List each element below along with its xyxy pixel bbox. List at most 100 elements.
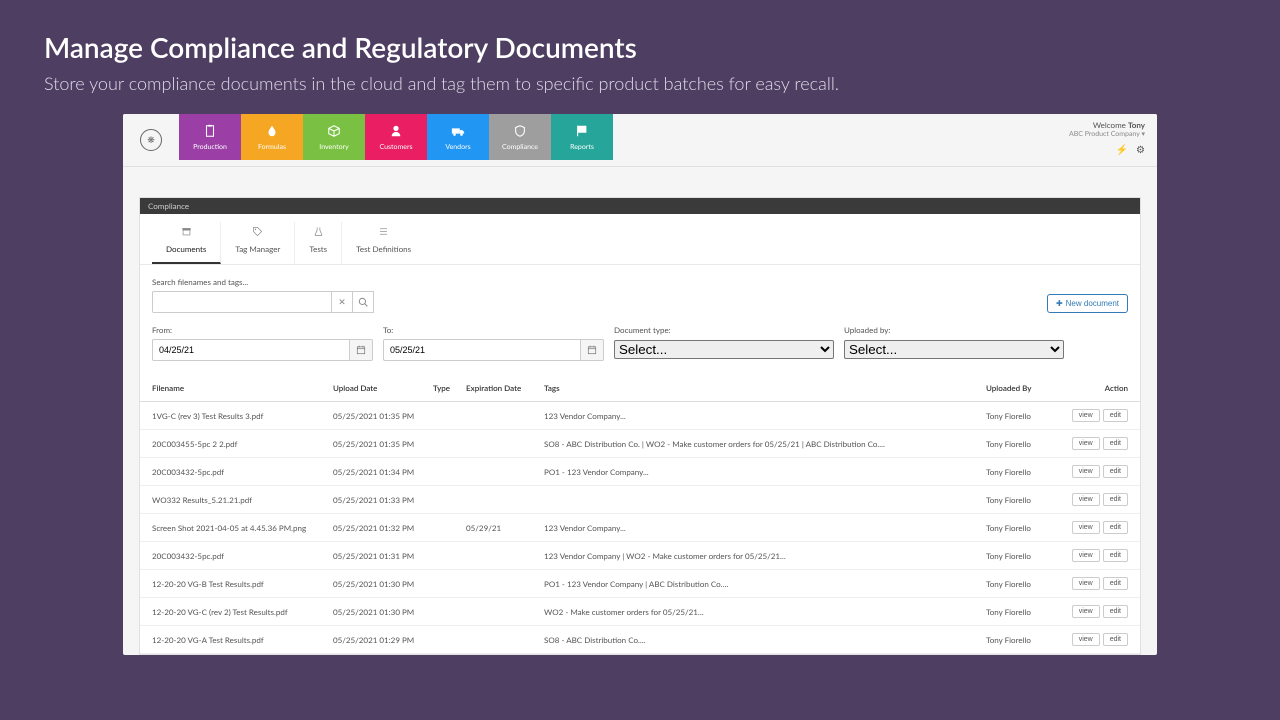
archive-icon (181, 226, 192, 240)
cell-upload-date: 05/25/2021 01:29 PM (325, 626, 425, 654)
view-button[interactable]: view (1072, 409, 1100, 422)
subtab-documents[interactable]: Documents (152, 222, 221, 264)
cell-expiration (458, 402, 536, 430)
nav-tile-reports[interactable]: Reports (551, 114, 613, 160)
nav-label: Vendors (445, 143, 470, 151)
new-document-button[interactable]: ✚ New document (1047, 294, 1128, 313)
subtab-tag-manager[interactable]: Tag Manager (221, 222, 295, 264)
from-calendar-button[interactable] (349, 339, 373, 361)
edit-button[interactable]: edit (1103, 577, 1128, 590)
cell-expiration (458, 486, 536, 514)
tag-icon (252, 226, 263, 240)
table-row: 12-20-20 VG-A Test Results.pdf05/25/2021… (140, 626, 1140, 654)
plug-icon[interactable]: ⚡ (1116, 144, 1128, 156)
nav-tile-formulas[interactable]: Formulas (241, 114, 303, 160)
nav-label: Reports (570, 143, 594, 151)
calendar-icon (356, 345, 366, 355)
clipboard-icon (203, 124, 217, 141)
search-button[interactable] (352, 291, 374, 313)
nav-tile-inventory[interactable]: Inventory (303, 114, 365, 160)
search-input[interactable] (152, 291, 332, 313)
cell-type (425, 486, 458, 514)
nav-tile-production[interactable]: Production (179, 114, 241, 160)
cell-type (425, 542, 458, 570)
nav-tiles: Production Formulas InventoryCustomers Vend… (179, 114, 613, 160)
logo[interactable]: ❋ (127, 116, 175, 164)
cell-tags: 123 Vendor Company... (536, 402, 978, 430)
company-dropdown[interactable]: ABC Product Company ▾ (1069, 130, 1145, 138)
cell-filename: 12-20-20 VG-A Test Results.pdf (140, 626, 325, 654)
doctype-select[interactable]: Select... (614, 340, 834, 359)
table-row: 12-20-20 VG-C (rev 2) Test Results.pdf05… (140, 598, 1140, 626)
view-button[interactable]: view (1072, 577, 1100, 590)
nav-tile-compliance[interactable]: Compliance (489, 114, 551, 160)
col-filename: Filename (140, 373, 325, 402)
from-date-input[interactable] (152, 339, 350, 361)
drop-icon (265, 124, 279, 141)
cell-upload-date: 05/25/2021 01:35 PM (325, 430, 425, 458)
cell-expiration (458, 570, 536, 598)
table-row: 20C003455-5pc 2 2.pdf05/25/2021 01:35 PM… (140, 430, 1140, 458)
welcome-prefix: Welcome (1093, 120, 1128, 130)
cell-type (425, 626, 458, 654)
flag-icon (575, 124, 589, 141)
table-row: 20C003432-5pc.pdf05/25/2021 01:34 PMPO1 … (140, 458, 1140, 486)
cell-expiration: 05/29/21 (458, 514, 536, 542)
cell-filename: 12-20-20 VG-B Test Results.pdf (140, 570, 325, 598)
edit-button[interactable]: edit (1103, 605, 1128, 618)
cell-tags: PO1 - 123 Vendor Company | ABC Distribut… (536, 570, 978, 598)
nav-label: Formulas (258, 143, 286, 151)
cell-uploaded-by: Tony Fiorello (978, 598, 1056, 626)
cell-expiration (458, 626, 536, 654)
subtab-test-definitions[interactable]: Test Definitions (342, 222, 425, 264)
cell-expiration (458, 542, 536, 570)
cell-filename: 20C003432-5pc.pdf (140, 458, 325, 486)
cell-tags: SO8 - ABC Distribution Co.... (536, 626, 978, 654)
view-button[interactable]: view (1072, 437, 1100, 450)
uploaded-by-select[interactable]: Select... (844, 340, 1064, 359)
to-calendar-button[interactable] (580, 339, 604, 361)
view-button[interactable]: view (1072, 633, 1100, 646)
edit-button[interactable]: edit (1103, 521, 1128, 534)
clear-search-button[interactable]: ✕ (331, 291, 353, 313)
edit-button[interactable]: edit (1103, 409, 1128, 422)
edit-button[interactable]: edit (1103, 465, 1128, 478)
cell-uploaded-by: Tony Fiorello (978, 626, 1056, 654)
nav-tile-vendors[interactable]: Vendors (427, 114, 489, 160)
doctype-label: Document type: (614, 325, 834, 335)
view-button[interactable]: view (1072, 521, 1100, 534)
cell-uploaded-by: Tony Fiorello (978, 402, 1056, 430)
view-button[interactable]: view (1072, 549, 1100, 562)
cell-tags: PO1 - 123 Vendor Company... (536, 458, 978, 486)
nav-label: Compliance (502, 143, 538, 151)
cell-upload-date: 05/25/2021 01:32 PM (325, 514, 425, 542)
subtab-tests[interactable]: Tests (295, 222, 342, 264)
edit-button[interactable]: edit (1103, 493, 1128, 506)
cell-action: viewedit (1056, 486, 1140, 514)
subtab-label: Tag Manager (235, 244, 280, 254)
cell-type (425, 570, 458, 598)
cell-upload-date: 05/25/2021 01:30 PM (325, 570, 425, 598)
shield-icon (513, 124, 527, 141)
edit-button[interactable]: edit (1103, 549, 1128, 562)
view-button[interactable]: view (1072, 605, 1100, 618)
edit-button[interactable]: edit (1103, 437, 1128, 450)
page-title: Manage Compliance and Regulatory Documen… (44, 30, 1236, 64)
to-date-input[interactable] (383, 339, 581, 361)
cell-action: viewedit (1056, 402, 1140, 430)
nav-tile-customers[interactable]: Customers (365, 114, 427, 160)
cell-action: viewedit (1056, 570, 1140, 598)
edit-button[interactable]: edit (1103, 633, 1128, 646)
table-row: 20C003432-5pc.pdf05/25/2021 01:31 PM123 … (140, 542, 1140, 570)
view-button[interactable]: view (1072, 493, 1100, 506)
search-icon (358, 297, 368, 307)
cell-type (425, 598, 458, 626)
view-button[interactable]: view (1072, 465, 1100, 478)
subtabs: Documents Tag Manager TestsTest Definition… (140, 214, 1140, 265)
cell-type (425, 514, 458, 542)
list-icon (378, 226, 389, 240)
gear-icon[interactable]: ⚙ (1136, 144, 1145, 156)
content-panel: Compliance DocumentsTag ManagerTestsTest… (139, 197, 1141, 655)
cell-uploaded-by: Tony Fiorello (978, 542, 1056, 570)
cell-tags (536, 486, 978, 514)
